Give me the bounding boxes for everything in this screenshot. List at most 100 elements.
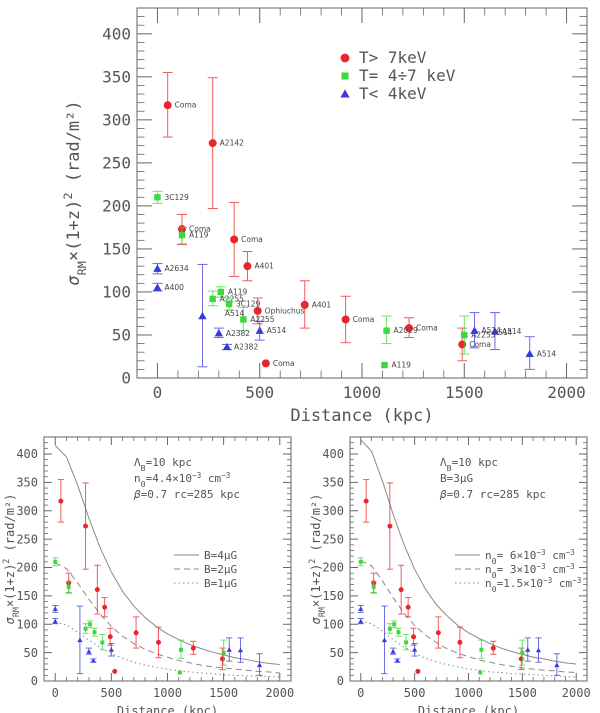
point-label: A2255 xyxy=(250,315,274,324)
y-tick-label: 400 xyxy=(322,447,344,461)
point-label: A2255 xyxy=(220,294,244,303)
x-tick-label: 1500 xyxy=(445,383,484,402)
legend-label: T> 7keV xyxy=(359,48,427,67)
y-tick-label: 250 xyxy=(102,153,131,172)
y-tick-label: 50 xyxy=(330,646,344,660)
data-point xyxy=(398,587,404,593)
x-tick-label: 500 xyxy=(101,686,123,700)
point-label: Coma xyxy=(469,340,491,349)
y-tick-label: 300 xyxy=(102,110,131,129)
data-point xyxy=(255,326,264,334)
x-tick-label: 0 xyxy=(153,383,163,402)
data-point xyxy=(490,645,496,651)
x-tick-label: 2000 xyxy=(265,686,294,700)
data-point xyxy=(525,647,531,652)
annotation: n0=4.4×10−3 cm−3 xyxy=(134,471,231,490)
data-point xyxy=(156,639,161,645)
data-point xyxy=(217,288,225,296)
x-tick-label: 500 xyxy=(245,383,274,402)
point-label: A119 xyxy=(228,287,248,296)
data-point xyxy=(177,670,182,675)
x-tick-label: 0 xyxy=(357,686,364,700)
data-point xyxy=(490,327,500,335)
y-tick-label: 300 xyxy=(16,504,38,518)
data-point xyxy=(153,264,162,272)
y-axis-label: σRM×(1+z)2 (rad/m²) xyxy=(307,494,327,625)
data-point xyxy=(371,584,376,589)
data-point xyxy=(133,630,139,636)
data-point xyxy=(240,316,247,323)
x-tick-label: 2000 xyxy=(547,383,586,402)
y-tick-label: 250 xyxy=(16,532,38,546)
series-circle: Coma A2142 Coma Coma A401 Ophiuchus A401 Coma Co… xyxy=(162,72,491,368)
panel-bottom-right: 0 50 100 150 200 250 300 350 400 0 500 1000 1500 2000… xyxy=(307,436,591,713)
data-point xyxy=(535,647,542,653)
data-point xyxy=(392,622,397,627)
data-point xyxy=(461,331,468,339)
model-curve-solid xyxy=(54,445,280,666)
data-point xyxy=(178,647,183,652)
data-point xyxy=(415,668,421,674)
y-tick-label: 350 xyxy=(16,476,38,490)
data-point xyxy=(178,231,186,239)
y-tick-label: 200 xyxy=(16,561,38,575)
point-label: 3C129 xyxy=(164,193,189,202)
data-point xyxy=(381,637,388,643)
point-label: A401 xyxy=(254,262,274,271)
point-label: A514 xyxy=(267,326,287,335)
point-label: A2634 xyxy=(164,264,188,273)
data-point xyxy=(226,647,232,652)
legend-label: T< 4keV xyxy=(359,84,427,103)
annotation: β=0.7 rc=285 kpc xyxy=(439,488,546,501)
x-tick-label: 1000 xyxy=(153,686,182,700)
point-label: A2382 xyxy=(226,329,250,338)
annotation: ΛB=10 kpc xyxy=(134,456,192,473)
data-point xyxy=(198,311,207,320)
point-label: A2029 xyxy=(394,326,418,335)
data-point xyxy=(458,340,467,349)
y-tick-label: 300 xyxy=(322,504,344,518)
legend-label: B=2μG xyxy=(204,563,237,576)
legend-label: T= 4÷7 keV xyxy=(359,66,456,85)
data-point xyxy=(52,606,58,611)
data-point xyxy=(404,640,409,645)
data-point xyxy=(108,647,114,652)
data-point xyxy=(390,648,396,654)
series-triangle xyxy=(357,605,560,676)
data-point xyxy=(112,668,118,674)
y-tick-label: 150 xyxy=(16,589,38,603)
data-point xyxy=(243,262,252,271)
model-curve-solid xyxy=(360,439,577,665)
data-point xyxy=(77,637,83,643)
series-circle xyxy=(363,479,525,674)
annotation: B=3μG xyxy=(440,472,473,485)
model-curve-dashed xyxy=(55,562,280,674)
point-label: A514 xyxy=(537,349,557,358)
series-triangle xyxy=(52,605,263,676)
x-tick-label: 1500 xyxy=(508,686,537,700)
point-label: A514 xyxy=(225,309,245,318)
data-point xyxy=(208,139,217,148)
x-tick-label: 0 xyxy=(52,686,59,700)
y-tick-label: 150 xyxy=(102,240,131,259)
data-point xyxy=(214,329,224,337)
data-point xyxy=(163,101,172,110)
annotation: β=0.7 rc=285 kpc xyxy=(133,488,240,501)
data-point xyxy=(457,639,463,645)
data-point xyxy=(479,647,484,652)
data-point xyxy=(381,361,388,369)
y-tick-label: 100 xyxy=(322,617,344,631)
data-point xyxy=(341,315,350,324)
data-point xyxy=(387,626,392,631)
point-label: 3C129 xyxy=(236,300,261,309)
model-curve-dashed xyxy=(360,560,577,673)
data-point xyxy=(83,523,89,529)
data-point xyxy=(394,657,401,663)
data-point xyxy=(90,657,97,663)
series-square xyxy=(52,557,227,675)
data-point xyxy=(94,587,100,593)
legend-label: B=4μG xyxy=(204,549,237,562)
point-label: Coma xyxy=(175,101,197,110)
y-tick-label: 250 xyxy=(322,532,344,546)
